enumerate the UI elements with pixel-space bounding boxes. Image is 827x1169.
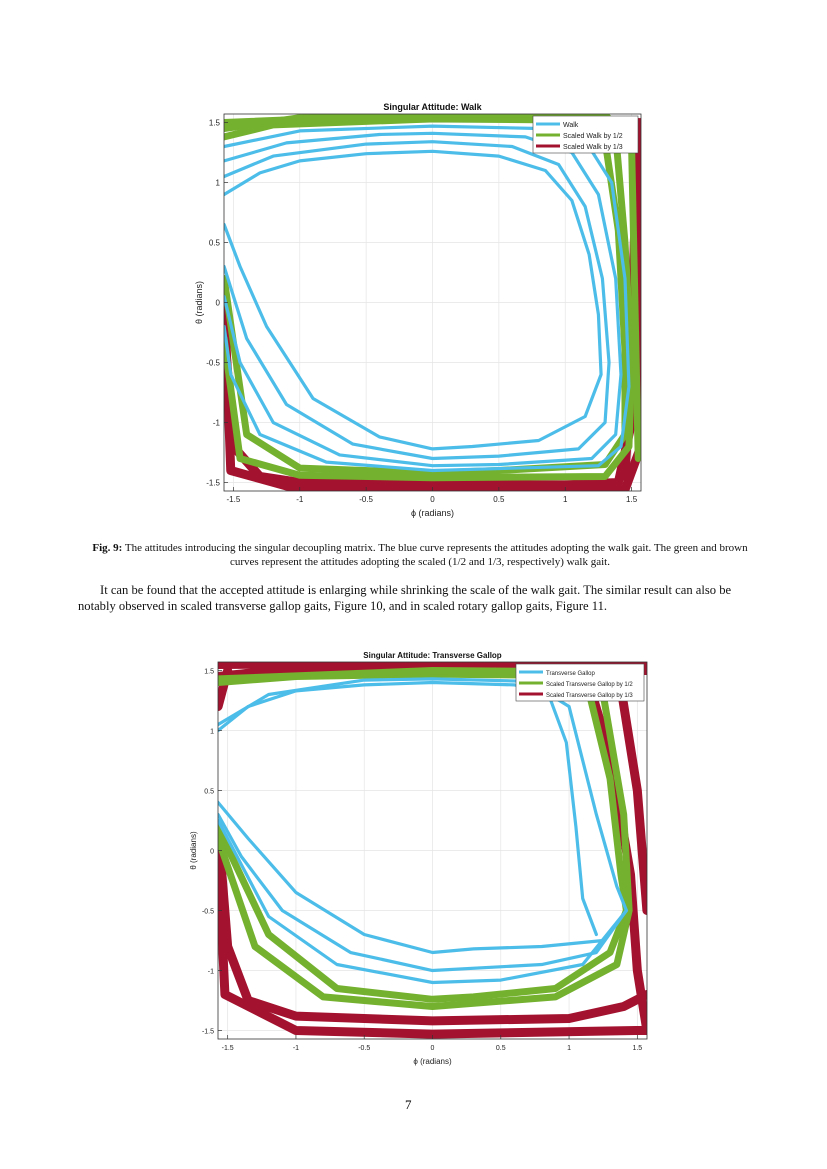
y-tick-label: 1 [216,178,221,187]
mask [641,84,827,521]
chart-walk: -1.5 -1 -0.5 0 0.5 1 1.5 -1.5 -1 -0.5 0 0.5 1 1.5 Sing… [0,84,827,530]
series-curve-scaled-walk-by-1-2 [220,115,629,477]
mask [0,632,218,1069]
x-axis-label: ϕ (radians) [413,1057,452,1066]
x-tick-label: 0 [431,1045,435,1052]
y-tick-label: 0 [216,299,221,308]
legend-entry: Scaled Walk by 1/3 [563,144,623,151]
x-tick-label: 1.5 [632,1045,642,1052]
legend-entry: Scaled Walk by 1/2 [563,133,623,140]
y-tick-label: 0.5 [204,788,214,795]
mask [0,84,224,521]
body-paragraph: It can be found that the accepted attitu… [78,583,732,613]
y-tick-label: -1 [208,969,214,976]
x-tick-label: -1.5 [226,495,240,504]
x-tick-label: -0.5 [358,1045,370,1052]
x-tick-label: -0.5 [359,495,373,504]
caption-text: The attitudes introducing the singular d… [122,542,748,568]
mask [213,632,652,662]
y-tick-label: -1.5 [202,1029,214,1036]
y-tick-label: 1 [210,728,214,735]
chart-transverse-gallop: -1.5 -1 -0.5 0 0.5 1 1.5 -1.5 -1 -0.5 0 0.5 1 1.5 Sing… [0,632,827,1079]
figure-9-caption: Fig. 9: The attitudes introducing the si… [80,541,760,569]
legend-entry: Transverse Gallop [546,671,595,677]
x-tick-label: -1 [293,1045,299,1052]
x-tick-label: 0.5 [493,495,505,504]
y-tick-label: 0 [210,849,214,856]
y-tick-label: 1.5 [204,668,214,675]
x-tick-label: 0.5 [496,1045,506,1052]
series-curve-walk [222,124,631,473]
legend-entry: Walk [563,122,579,129]
legend-entry: Scaled Transverse Gallop by 1/2 [546,682,633,688]
y-tick-label: -0.5 [202,909,214,916]
series-curve-scaled-transverse-gallop-by-1-3 [612,657,652,916]
x-axis-label: ϕ (radians) [411,508,454,518]
x-tick-label: 1 [563,495,568,504]
x-tick-label: -1 [296,495,304,504]
series-curve-walk [222,140,611,461]
chart-title: Singular Attitude: Transverse Gallop [363,651,502,660]
x-tick-label: -1.5 [222,1045,234,1052]
x-tick-label: 1 [567,1045,571,1052]
series-curve-transverse-gallop [216,812,629,973]
series-curve-walk [222,149,603,451]
series-curve-scaled-transverse-gallop-by-1-3 [213,658,652,669]
series-curve-scaled-transverse-gallop-by-1-3 [213,846,652,1039]
series-curve-scaled-transverse-gallop-by-1-2 [214,670,630,1003]
series-curve-transverse-gallop [216,818,629,985]
mask [213,1039,652,1079]
y-tick-label: 1.5 [209,118,221,127]
mask [219,84,646,114]
series-curve-scaled-transverse-gallop-by-1-3 [213,821,652,1026]
y-tick-label: -0.5 [206,359,220,368]
y-tick-label: -1.5 [206,479,220,488]
mask [219,491,646,530]
chart-title: Singular Attitude: Walk [383,102,482,112]
x-tick-label: 1.5 [626,495,638,504]
y-axis-label: θ (radians) [189,831,198,870]
series-curve-transverse-gallop [216,680,598,937]
x-tick-label: 0 [430,495,435,504]
mask [647,632,827,1069]
series-curve-transverse-gallop [216,800,629,955]
y-axis-label: θ (radians) [194,281,204,324]
legend-entry: Scaled Transverse Gallop by 1/3 [546,693,633,699]
series-curve-walk [222,131,623,468]
page-number: 7 [405,1097,412,1112]
y-tick-label: -1 [213,419,221,428]
caption-label: Fig. 9: [92,542,123,554]
y-tick-label: 0.5 [209,238,221,247]
